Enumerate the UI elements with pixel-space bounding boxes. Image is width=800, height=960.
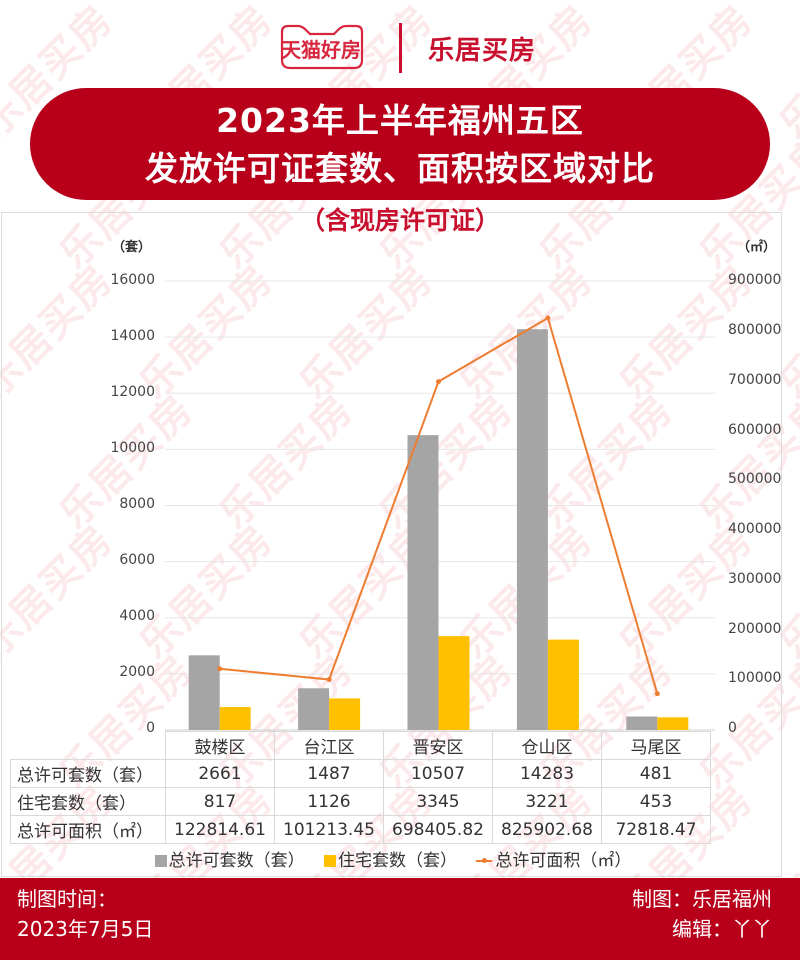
right-axis-tick: 300000 <box>728 571 782 587</box>
line-marker <box>654 691 660 697</box>
table-cell: 698405.82 <box>383 815 493 844</box>
bar-total-units <box>516 329 548 730</box>
table-cell: 817 <box>165 787 275 816</box>
right-axis-tick: 0 <box>728 720 737 736</box>
table-cell: 453 <box>601 787 711 816</box>
footer-banner: 制图时间： 2023年7月5日 制图：乐居福州 编辑：丫丫 <box>0 878 800 960</box>
table-header-row: 鼓楼区 台江区 晋安区 仓山区 马尾区 <box>10 731 711 760</box>
left-axis-tick: 8000 <box>119 496 155 512</box>
footer-time-label: 制图时间： <box>17 887 117 911</box>
logo-divider <box>399 23 402 73</box>
legend-label: 总许可套数（套） <box>168 851 305 871</box>
right-axis-tick: 700000 <box>728 372 782 388</box>
legend-swatch-yellow-icon <box>324 855 336 867</box>
chart-frame <box>1 212 782 877</box>
header-logos: 天猫好房 乐居买房 <box>0 0 800 88</box>
bar-residential-units <box>547 639 579 730</box>
legend-label: 总许可面积（㎡） <box>495 851 632 871</box>
brand-logo-text: 乐居买房 <box>428 36 537 66</box>
chart-title-line1: 2023年上半年福州五区 <box>216 101 584 140</box>
left-axis-tick: 4000 <box>119 608 155 624</box>
left-axis-tick: 16000 <box>110 272 155 288</box>
footer-date-block: 制图时间： 2023年7月5日 <box>17 884 153 944</box>
right-axis-tick: 800000 <box>728 322 782 338</box>
table-row: 住宅套数（套） 817 1126 3345 3221 453 <box>10 787 711 816</box>
legend-item-total-area: 总许可面积（㎡） <box>476 846 631 871</box>
bar-residential-units <box>329 698 361 730</box>
chart-title-line2: 发放许可证套数、面积按区域对比 <box>145 149 655 188</box>
chart-legend: 总许可套数（套） 住宅套数（套） 总许可面积（㎡） <box>0 846 800 871</box>
bar-residential-units <box>438 636 470 730</box>
data-table: 鼓楼区 台江区 晋安区 仓山区 马尾区 总许可套数（套） 2661 1487 1… <box>10 731 711 844</box>
table-cell: 481 <box>601 759 711 788</box>
bar-total-units <box>298 688 330 730</box>
bar-total-units <box>626 716 658 730</box>
table-row-label: 总许可面积（㎡） <box>10 815 166 844</box>
table-row-label: 住宅套数（套） <box>10 787 166 816</box>
table-cell: 825902.68 <box>492 815 602 844</box>
legend-swatch-gray-icon <box>154 855 167 867</box>
table-cell: 122814.61 <box>165 815 275 844</box>
left-axis-unit: （套） <box>112 240 152 255</box>
table-row: 总许可面积（㎡） 122814.61 101213.45 698405.82 8… <box>10 815 711 844</box>
right-axis-tick: 100000 <box>728 670 782 686</box>
footer-credits: 制图：乐居福州 编辑：丫丫 <box>632 884 772 944</box>
right-axis-tick: 200000 <box>728 621 782 637</box>
table-cell: 3345 <box>383 787 493 816</box>
table-column-header: 晋安区 <box>383 731 493 760</box>
bar-residential-units <box>219 707 251 730</box>
right-axis-tick: 900000 <box>728 272 782 288</box>
tmall-cat-logo-icon <box>280 24 364 70</box>
table-cell: 14283 <box>492 759 602 788</box>
left-axis-tick: 2000 <box>119 664 155 680</box>
left-axis-tick: 14000 <box>110 328 155 344</box>
table-row-label: 总许可套数（套） <box>10 759 166 788</box>
table-cell: 3221 <box>492 787 602 816</box>
title-banner: 2023年上半年福州五区 发放许可证套数、面积按区域对比 <box>30 88 770 200</box>
right-axis-tick: 600000 <box>728 422 782 438</box>
right-axis-tick: 500000 <box>728 471 782 487</box>
table-corner <box>10 731 166 760</box>
line-marker <box>217 666 223 672</box>
tmall-logo-text: 天猫好房 <box>281 38 361 62</box>
table-cell: 1126 <box>274 787 384 816</box>
legend-item-total-units: 总许可套数（套） <box>154 846 305 871</box>
table-cell: 101213.45 <box>274 815 384 844</box>
left-axis-tick: 6000 <box>119 552 155 568</box>
table-cell: 10507 <box>383 759 493 788</box>
bar-residential-units <box>657 717 689 730</box>
left-axis-tick: 0 <box>146 720 155 736</box>
table-column-header: 马尾区 <box>601 731 711 760</box>
line-marker <box>436 379 441 385</box>
legend-label: 住宅套数（套） <box>338 851 457 871</box>
chart-subtitle: （含现房许可证） <box>299 206 500 235</box>
footer-maker: 制图：乐居福州 <box>632 887 772 911</box>
table-column-header: 台江区 <box>274 731 384 760</box>
bar-total-units <box>407 435 439 730</box>
left-axis-tick: 10000 <box>110 440 155 456</box>
table-cell: 72818.47 <box>601 815 711 844</box>
footer-editor: 编辑：丫丫 <box>672 917 772 941</box>
right-axis-unit: （㎡） <box>737 240 777 255</box>
table-row: 总许可套数（套） 2661 1487 10507 14283 481 <box>10 759 711 788</box>
right-axis-tick: 400000 <box>728 521 782 537</box>
table-column-header: 仓山区 <box>492 731 602 760</box>
legend-item-residential-units: 住宅套数（套） <box>324 846 457 871</box>
table-cell: 2661 <box>165 759 275 788</box>
footer-date: 2023年7月5日 <box>17 917 154 941</box>
table-cell: 1487 <box>274 759 384 788</box>
bar-total-units <box>188 655 220 730</box>
line-marker <box>545 315 551 321</box>
left-axis-tick: 12000 <box>110 384 155 400</box>
line-marker <box>326 677 332 683</box>
table-column-header: 鼓楼区 <box>165 731 275 760</box>
legend-line-marker-icon <box>476 858 493 863</box>
